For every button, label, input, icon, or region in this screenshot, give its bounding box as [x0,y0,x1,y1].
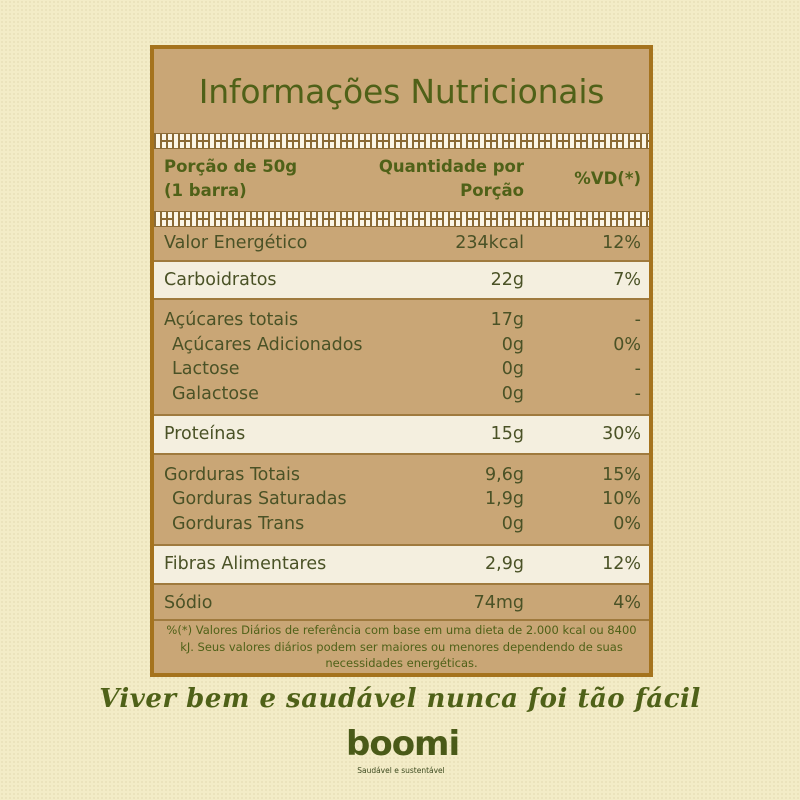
decorative-pattern-band-top [154,133,649,149]
table-row: Sódio 74mg 4% [154,591,649,616]
nutrient-group-1: Carboidratos 22g 7% [154,261,649,300]
title-area: Informações Nutricionais [154,49,649,133]
nutrient-daily-value: 4% [613,592,641,613]
nutrient-label: Gorduras Totais [164,464,300,485]
nutrient-label: Carboidratos [164,269,277,290]
nutrient-quantity: 1,9g [485,489,524,509]
nutrient-daily-value: - [634,359,641,379]
table-row: Açúcares Adicionados 0g 0% [154,333,649,358]
slogan: Viver bem e saudável nunca foi tão fácil [99,684,701,714]
nutrient-label: Gorduras Saturadas [172,489,347,509]
nutrient-quantity: 0g [501,334,524,355]
table-row: Carboidratos 22g 7% [154,268,649,293]
nutrient-group-5: Fibras Alimentares 2,9g 12% [154,546,649,585]
nutrient-daily-value: 0% [613,334,641,355]
table-row: Valor Energético 234kcal 12% [154,231,649,256]
nutrient-quantity: 234kcal [455,233,524,253]
brand-logo: boomi Saudável e sustentável [346,724,460,782]
nutrient-label: Açúcares Adicionados [172,334,363,355]
nutrient-label: Galactose [172,383,259,404]
footnote: %(*) Valores Diários de referência com b… [154,621,649,673]
nutrient-rows: Valor Energético 234kcal 12% Carboidratos 22… [154,227,649,621]
table-row: Açúcares totais 17g - [154,308,649,333]
nutrient-group-0: Valor Energético 234kcal 12% [154,227,649,262]
nutrient-daily-value: 15% [602,464,641,485]
nutrient-label: Valor Energético [164,233,308,253]
logo-wordmark: boomi [346,724,460,764]
table-header: Porção de 50g (1 barra) Quantidade por P… [154,149,649,211]
nutrient-quantity: 74mg [473,592,524,613]
nutrient-daily-value: 12% [602,233,641,253]
header-qty-line2: Porção [460,181,524,200]
nutrient-label: Lactose [172,359,240,379]
nutrient-daily-value: 10% [602,489,641,509]
table-row: Gorduras Totais 9,6g 15% [154,463,649,488]
nutrient-group-4: Gorduras Totais 9,6g 15% Gorduras Saturadas… [154,454,649,546]
nutrient-label: Gorduras Trans [172,513,305,534]
nutrient-quantity: 0g [501,383,524,404]
header-qty-line1: Quantidade por [378,157,524,176]
nutrient-label: Açúcares totais [164,310,299,330]
decorative-pattern-band-bottom [154,211,649,227]
nutrient-daily-value: 7% [613,269,641,290]
nutrient-group-2: Açúcares totais 17g - Açúcares Adicionados 0… [154,300,649,416]
table-row: Galactose 0g - [154,382,649,407]
nutrient-daily-value: 12% [602,554,641,574]
table-row: Proteínas 15g 30% [154,422,649,447]
nutrient-daily-value: 30% [602,424,641,444]
header-portion-line1: Porção de 50g [164,157,298,176]
nutrition-facts-panel: Informações Nutricionais Porção de 50g (… [150,45,653,677]
nutrient-quantity: 17g [490,310,524,330]
nutrient-quantity: 0g [501,513,524,534]
nutrient-label: Sódio [164,592,213,613]
table-row: Gorduras Trans 0g 0% [154,512,649,537]
table-row: Fibras Alimentares 2,9g 12% [154,552,649,577]
table-row: Lactose 0g - [154,357,649,382]
nutrient-quantity: 9,6g [485,464,524,485]
nutrient-label: Proteínas [164,424,246,444]
table-row: Gorduras Saturadas 1,9g 10% [154,487,649,512]
nutrient-group-3: Proteínas 15g 30% [154,416,649,455]
header-vd: %VD(*) [574,169,641,188]
nutrient-label: Fibras Alimentares [164,554,327,574]
nutrient-daily-value: - [634,310,641,330]
logo-tagline: Saudável e sustentável [357,766,445,775]
nutrient-daily-value: 0% [613,513,641,534]
nutrient-quantity: 22g [490,269,524,290]
nutrient-quantity: 2,9g [485,554,524,574]
nutrient-daily-value: - [634,383,641,404]
header-portion-line2: (1 barra) [164,181,247,200]
nutrient-group-6: Sódio 74mg 4% [154,584,649,621]
nutrient-quantity: 15g [490,424,524,444]
nutrient-quantity: 0g [501,359,524,379]
page-title: Informações Nutricionais [198,71,605,111]
